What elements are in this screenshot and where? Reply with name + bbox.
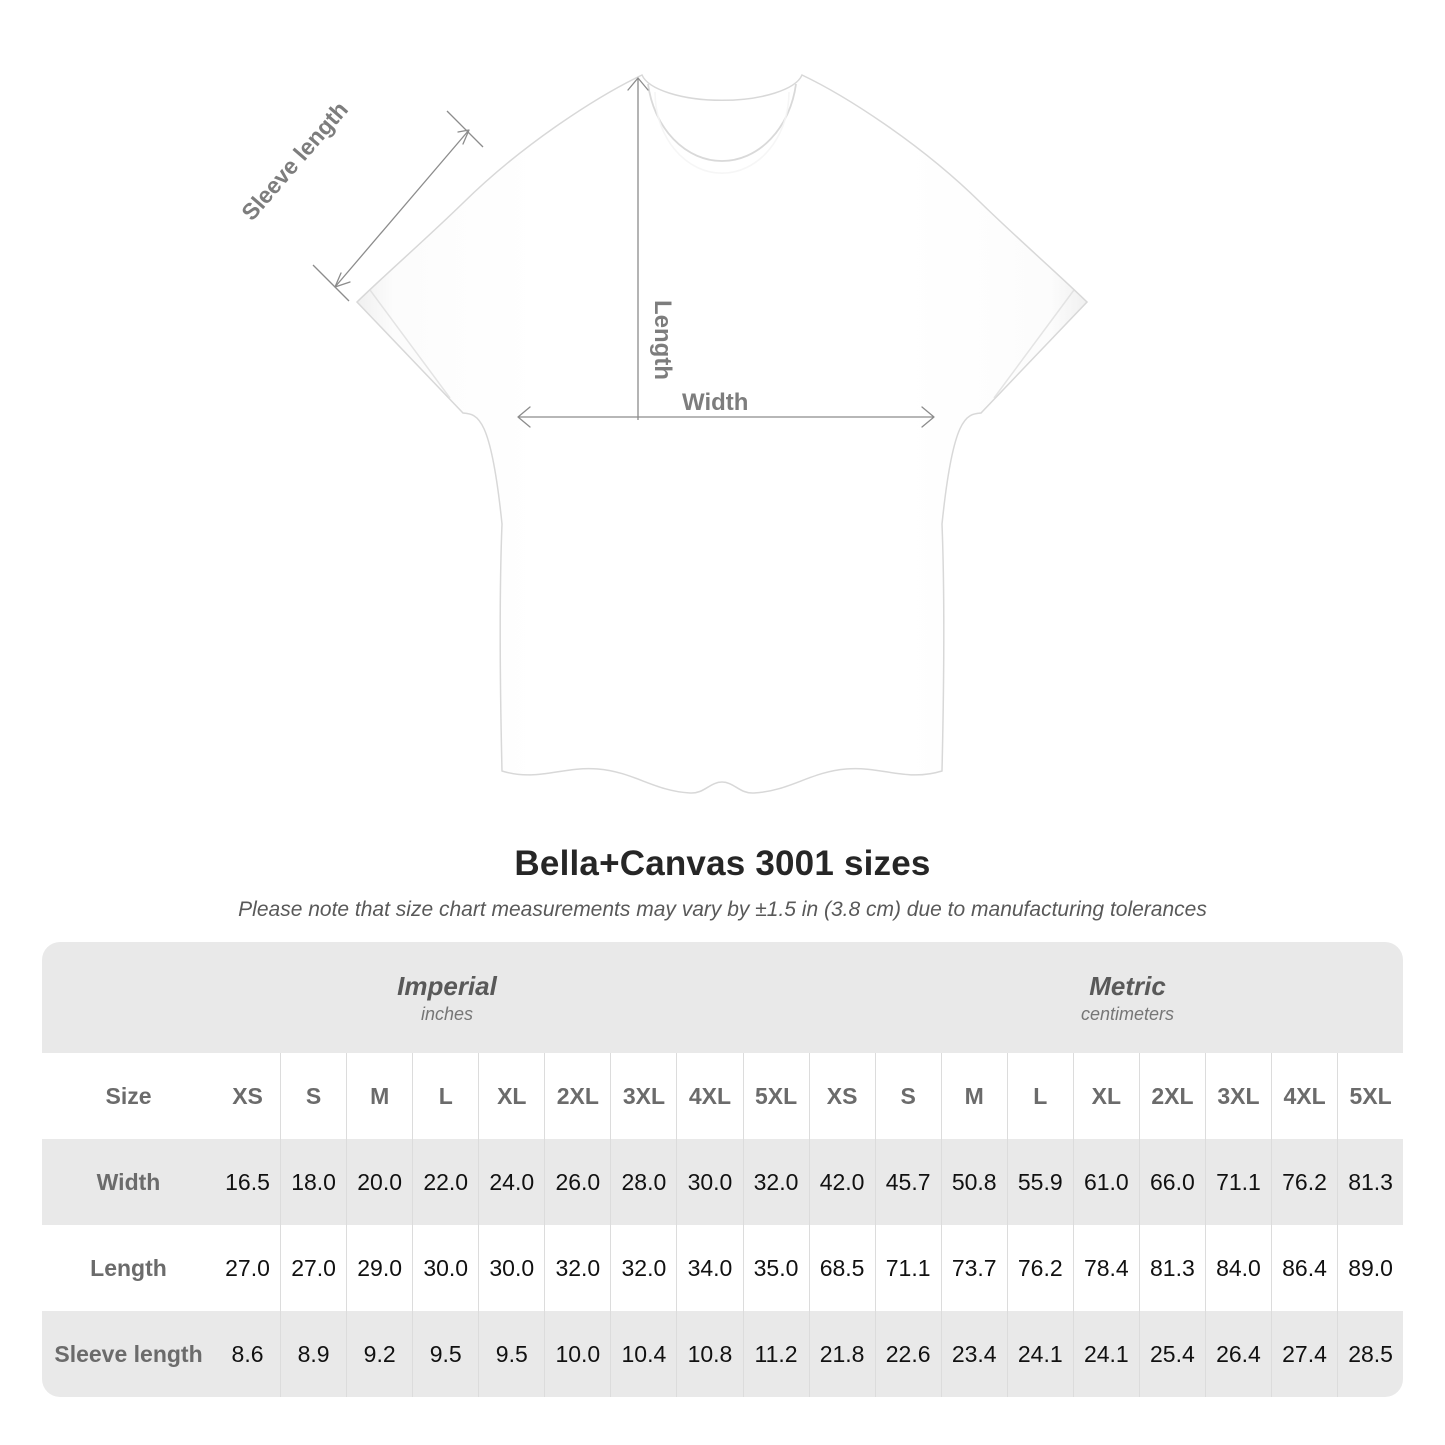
svg-text:Length: Length [649,300,676,380]
svg-text:Width: Width [682,389,748,416]
svg-text:Sleeve length: Sleeve length [236,96,353,225]
